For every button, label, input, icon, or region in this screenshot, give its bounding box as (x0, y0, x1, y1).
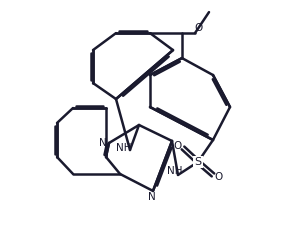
Text: O: O (215, 172, 223, 182)
Text: S: S (194, 157, 201, 167)
Text: O: O (173, 141, 181, 151)
Text: NH: NH (116, 143, 131, 153)
Text: NH: NH (167, 166, 183, 176)
Text: N: N (148, 192, 156, 202)
Text: O: O (195, 23, 203, 33)
Text: N: N (99, 138, 107, 148)
